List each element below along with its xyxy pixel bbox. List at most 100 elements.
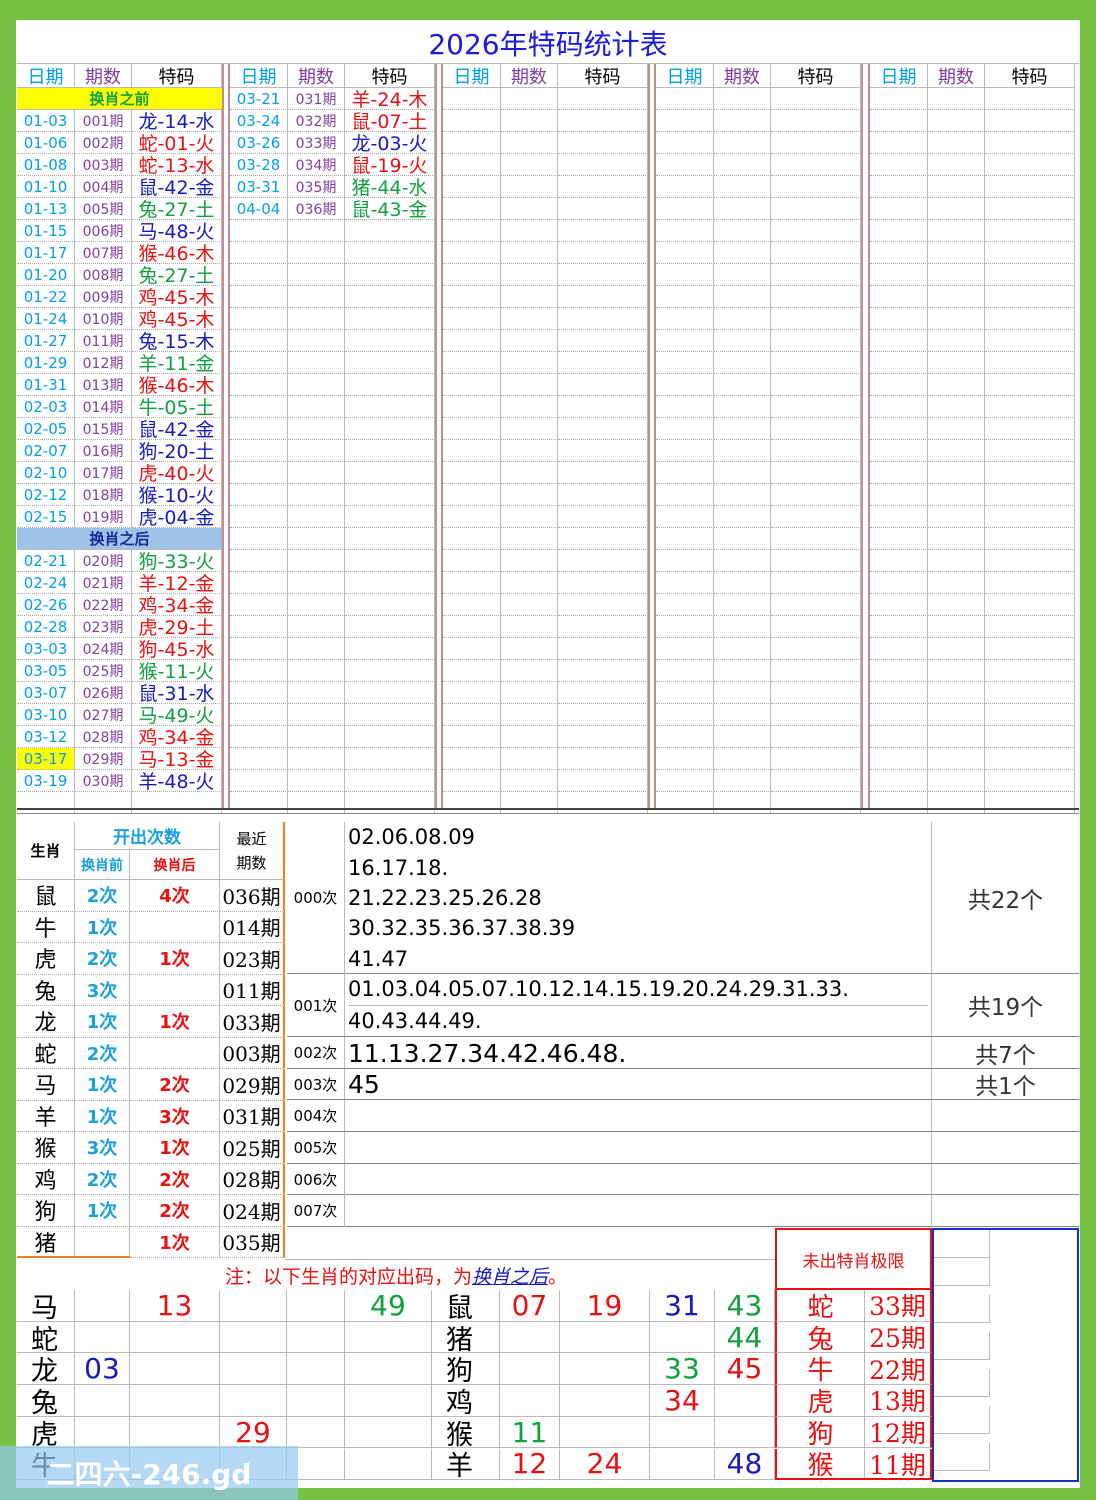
stat-label: 002次: [287, 1037, 345, 1069]
code-cell: [771, 352, 861, 374]
col-header: 日期: [443, 64, 501, 88]
grid-number: [75, 1290, 130, 1322]
period-cell: [501, 616, 558, 638]
code-cell: [771, 638, 861, 660]
limit-zodiac: 蛇: [775, 1290, 865, 1322]
code-cell: [985, 484, 1075, 506]
code-cell: [771, 572, 861, 594]
date-cell: [870, 484, 928, 506]
blue-box: [932, 1228, 1079, 1482]
limit-periods: 33期: [865, 1290, 932, 1322]
code-cell: [985, 660, 1075, 682]
code-cell: [985, 154, 1075, 176]
limit-periods: 11期: [865, 1448, 932, 1481]
date-cell: [656, 220, 714, 242]
stat-total: [932, 1195, 1079, 1227]
period-cell: [928, 220, 985, 242]
period-cell: [928, 506, 985, 528]
code-cell: [985, 396, 1075, 418]
section-label: 换肖之后: [17, 528, 222, 550]
period-cell: [288, 770, 345, 792]
code-cell: [345, 770, 435, 792]
code-cell: 狗-45-水: [132, 638, 222, 660]
grid-number: [500, 1321, 560, 1354]
code-cell: [558, 484, 648, 506]
stat-box: [345, 1100, 932, 1132]
code-cell: [985, 704, 1075, 726]
grid-number: [130, 1353, 220, 1386]
period-cell: [928, 638, 985, 660]
blank-cell: [934, 1258, 990, 1286]
period-cell: 032期: [288, 110, 345, 132]
code-cell: [771, 682, 861, 704]
date-cell: [230, 440, 288, 462]
code-cell: 羊-11-金: [132, 352, 222, 374]
recent: 033期: [220, 1006, 285, 1038]
date-cell: [443, 748, 501, 770]
code-cell: [771, 748, 861, 770]
period-cell: 012期: [75, 352, 132, 374]
date-cell: 03-26: [230, 132, 288, 154]
code-cell: [345, 682, 435, 704]
grid-number: [715, 1385, 775, 1417]
period-cell: [288, 286, 345, 308]
grid-number: [500, 1353, 560, 1386]
rule: [775, 1478, 932, 1480]
date-cell: [443, 506, 501, 528]
period-cell: 001期: [75, 110, 132, 132]
recent: 035期: [220, 1226, 285, 1258]
code-cell: [558, 110, 648, 132]
date-cell: [656, 638, 714, 660]
period-cell: [714, 88, 771, 110]
grid-number: [560, 1416, 650, 1449]
period-cell: [928, 440, 985, 462]
grid-number: 33: [650, 1353, 715, 1386]
period-cell: [714, 330, 771, 352]
number-line: 02.06.08.09: [348, 825, 475, 850]
date-cell: 03-17: [17, 748, 75, 770]
date-cell: [870, 682, 928, 704]
note-link[interactable]: 换肖之后: [471, 1265, 548, 1288]
date-cell: [870, 418, 928, 440]
date-cell: [443, 176, 501, 198]
date-cell: [656, 264, 714, 286]
code-cell: [345, 418, 435, 440]
date-cell: [870, 88, 928, 110]
date-cell: 01-17: [17, 242, 75, 264]
date-cell: 03-03: [17, 638, 75, 660]
code-cell: 猴-46-木: [132, 242, 222, 264]
period-cell: [501, 506, 558, 528]
date-cell: [870, 528, 928, 550]
date-cell: [870, 242, 928, 264]
date-cell: [656, 660, 714, 682]
period-cell: [501, 528, 558, 550]
period-cell: [501, 132, 558, 154]
period-cell: [928, 528, 985, 550]
stat-box: [345, 1069, 932, 1100]
date-cell: [656, 704, 714, 726]
zodiac: 鸡: [17, 1163, 75, 1195]
code-cell: 猴-11-火: [132, 660, 222, 682]
period-cell: [714, 418, 771, 440]
code-cell: 蛇-13-水: [132, 154, 222, 176]
date-cell: [443, 154, 501, 176]
period-cell: 027期: [75, 704, 132, 726]
count-after: [130, 1037, 220, 1069]
code-cell: [345, 616, 435, 638]
code-cell: [985, 748, 1075, 770]
grid-number: [287, 1448, 345, 1481]
code-cell: [771, 550, 861, 572]
code-cell: [558, 616, 648, 638]
period-cell: [288, 484, 345, 506]
date-cell: [443, 132, 501, 154]
grid-number: [500, 1385, 560, 1417]
period-cell: [928, 154, 985, 176]
period-cell: [288, 396, 345, 418]
code-cell: 虎-29-土: [132, 616, 222, 638]
period-cell: [714, 726, 771, 748]
code-cell: 鼠-42-金: [132, 176, 222, 198]
divider: [17, 808, 1079, 814]
date-cell: 01-31: [17, 374, 75, 396]
period-cell: [714, 484, 771, 506]
code-cell: [558, 374, 648, 396]
